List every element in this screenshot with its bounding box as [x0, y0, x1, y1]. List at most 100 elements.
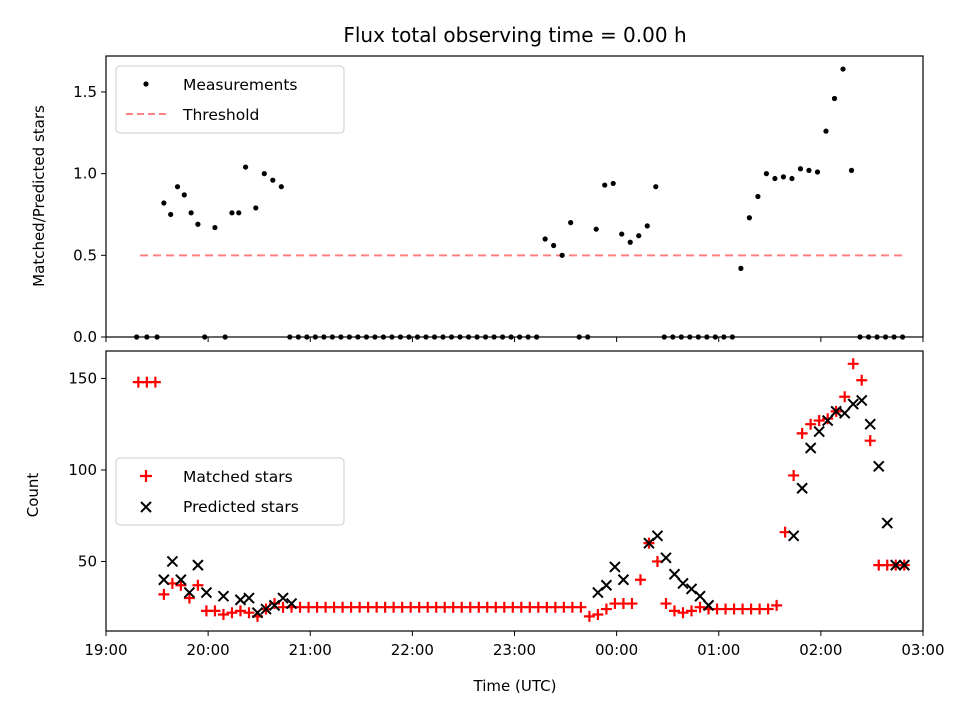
- measurement-point: [780, 174, 787, 180]
- legend-measurements-label: Measurements: [183, 76, 298, 94]
- predicted-star-point: [856, 394, 868, 407]
- bottom-xlabel: Time (UTC): [473, 677, 557, 695]
- matched-star-point: [583, 610, 595, 622]
- measurement-point: [236, 210, 242, 216]
- top-ylabel: Matched/Predicted stars: [30, 105, 48, 287]
- matched-star-point: [592, 609, 604, 621]
- predicted-star-point: [787, 530, 800, 542]
- matched-star-point: [847, 358, 859, 370]
- measurement-point: [806, 167, 812, 173]
- matched-star-point: [762, 603, 774, 615]
- predicted-star-point: [243, 592, 255, 604]
- top-panel: Flux total observing time = 0.00 h Match…: [30, 23, 924, 346]
- matched-star-point: [575, 601, 587, 613]
- measurement-point: [261, 171, 267, 177]
- measurement-point: [738, 265, 744, 271]
- top-axes-frame: [105, 55, 924, 338]
- predicted-star-point: [609, 561, 621, 573]
- matched-star-point: [269, 598, 281, 610]
- measurement-point: [168, 211, 174, 218]
- predicted-star-point: [200, 586, 213, 599]
- matched-star-point: [686, 605, 698, 617]
- measurement-point: [797, 166, 804, 172]
- x-tick-label: 01:00: [697, 641, 740, 659]
- measurement-point: [181, 192, 187, 198]
- measurement-point: [789, 175, 795, 182]
- matched-star-point: [822, 413, 834, 425]
- measurement-point: [814, 169, 821, 175]
- measurement-point: [270, 177, 276, 183]
- predicted-star-point: [660, 552, 672, 564]
- matched-star-point: [149, 376, 161, 388]
- matched-star-point: [796, 427, 808, 439]
- measurement-point: [763, 171, 770, 177]
- measurement-point: [755, 193, 761, 200]
- measurement-point: [627, 239, 633, 245]
- measurement-point: [772, 175, 778, 182]
- matched-star-point: [668, 605, 680, 617]
- matched-star-point: [677, 607, 689, 619]
- y-tick-label: 0.0: [73, 328, 97, 346]
- matched-star-point: [813, 415, 825, 427]
- measurement-point: [610, 180, 616, 187]
- predicted-star-point: [285, 597, 298, 610]
- x-tick-label: 02:00: [799, 641, 842, 659]
- predicted-star-point: [890, 559, 902, 571]
- matched-star-point: [864, 435, 876, 447]
- measurement-point: [653, 184, 659, 190]
- matched-star-point: [600, 603, 612, 615]
- measurement-point: [278, 184, 284, 190]
- matched-star-point: [209, 605, 221, 617]
- bottom-legend: Matched stars Predicted stars: [115, 457, 345, 526]
- predicted-star-point: [847, 398, 859, 410]
- measurement-point: [253, 205, 259, 211]
- measurement-point: [602, 182, 608, 188]
- predicted-star-point: [694, 590, 706, 602]
- legend-matched-label: Matched stars: [183, 468, 293, 486]
- predicted-star-point: [217, 590, 230, 602]
- predicted-star-point: [192, 559, 204, 571]
- x-tick-label: 00:00: [595, 641, 638, 659]
- bottom-legend-box: [115, 457, 345, 526]
- measurement-point: [831, 95, 838, 102]
- measurement-point: [542, 236, 548, 242]
- x-tick-label: 23:00: [493, 641, 536, 659]
- measurement-point: [619, 231, 625, 237]
- predicted-star-point: [166, 555, 179, 568]
- predicted-star-point: [804, 442, 817, 454]
- legend-threshold-label: Threshold: [182, 106, 259, 124]
- predicted-star-point: [234, 594, 247, 606]
- bottom-panel: Count 19:00 20:00 21:00 22:00 23:00 00:00 01:0…: [24, 350, 945, 695]
- x-tick-label: 20:00: [187, 641, 230, 659]
- bottom-ylabel: Count: [24, 473, 42, 518]
- predicted-star-point: [898, 559, 910, 571]
- matched-star-point: [788, 469, 800, 481]
- predicted-star-point: [668, 568, 681, 580]
- measurement-point: [242, 164, 249, 170]
- predicted-star-point: [864, 418, 876, 430]
- bottom-axes-frame: [105, 350, 924, 632]
- matched-star-point: [183, 592, 195, 604]
- y-tick-label: 0.5: [73, 246, 97, 264]
- measurement-point: [823, 128, 829, 134]
- x-tick-label: 03:00: [901, 641, 944, 659]
- x-tick-label: 21:00: [289, 641, 332, 659]
- matched-star-point: [243, 607, 255, 619]
- matched-star-point: [175, 579, 187, 591]
- matched-star-point: [660, 598, 672, 610]
- y-tick-label: 100: [68, 461, 97, 479]
- y-tick-label: 1.5: [73, 83, 97, 101]
- predicted-star-point: [260, 603, 272, 615]
- measurement-point: [551, 242, 557, 249]
- matched-star-point: [839, 391, 851, 403]
- predicted-star-point: [175, 574, 187, 586]
- predicted-star-point: [183, 586, 196, 599]
- measurement-point: [212, 224, 218, 231]
- predicted-star-point: [600, 579, 613, 591]
- measurement-point: [593, 226, 599, 232]
- x-tick-label: 22:00: [391, 641, 434, 659]
- predicted-star-point: [277, 592, 289, 604]
- predicted-star-point: [651, 530, 664, 542]
- predicted-star-point: [158, 574, 170, 586]
- predicted-star-point: [881, 517, 893, 529]
